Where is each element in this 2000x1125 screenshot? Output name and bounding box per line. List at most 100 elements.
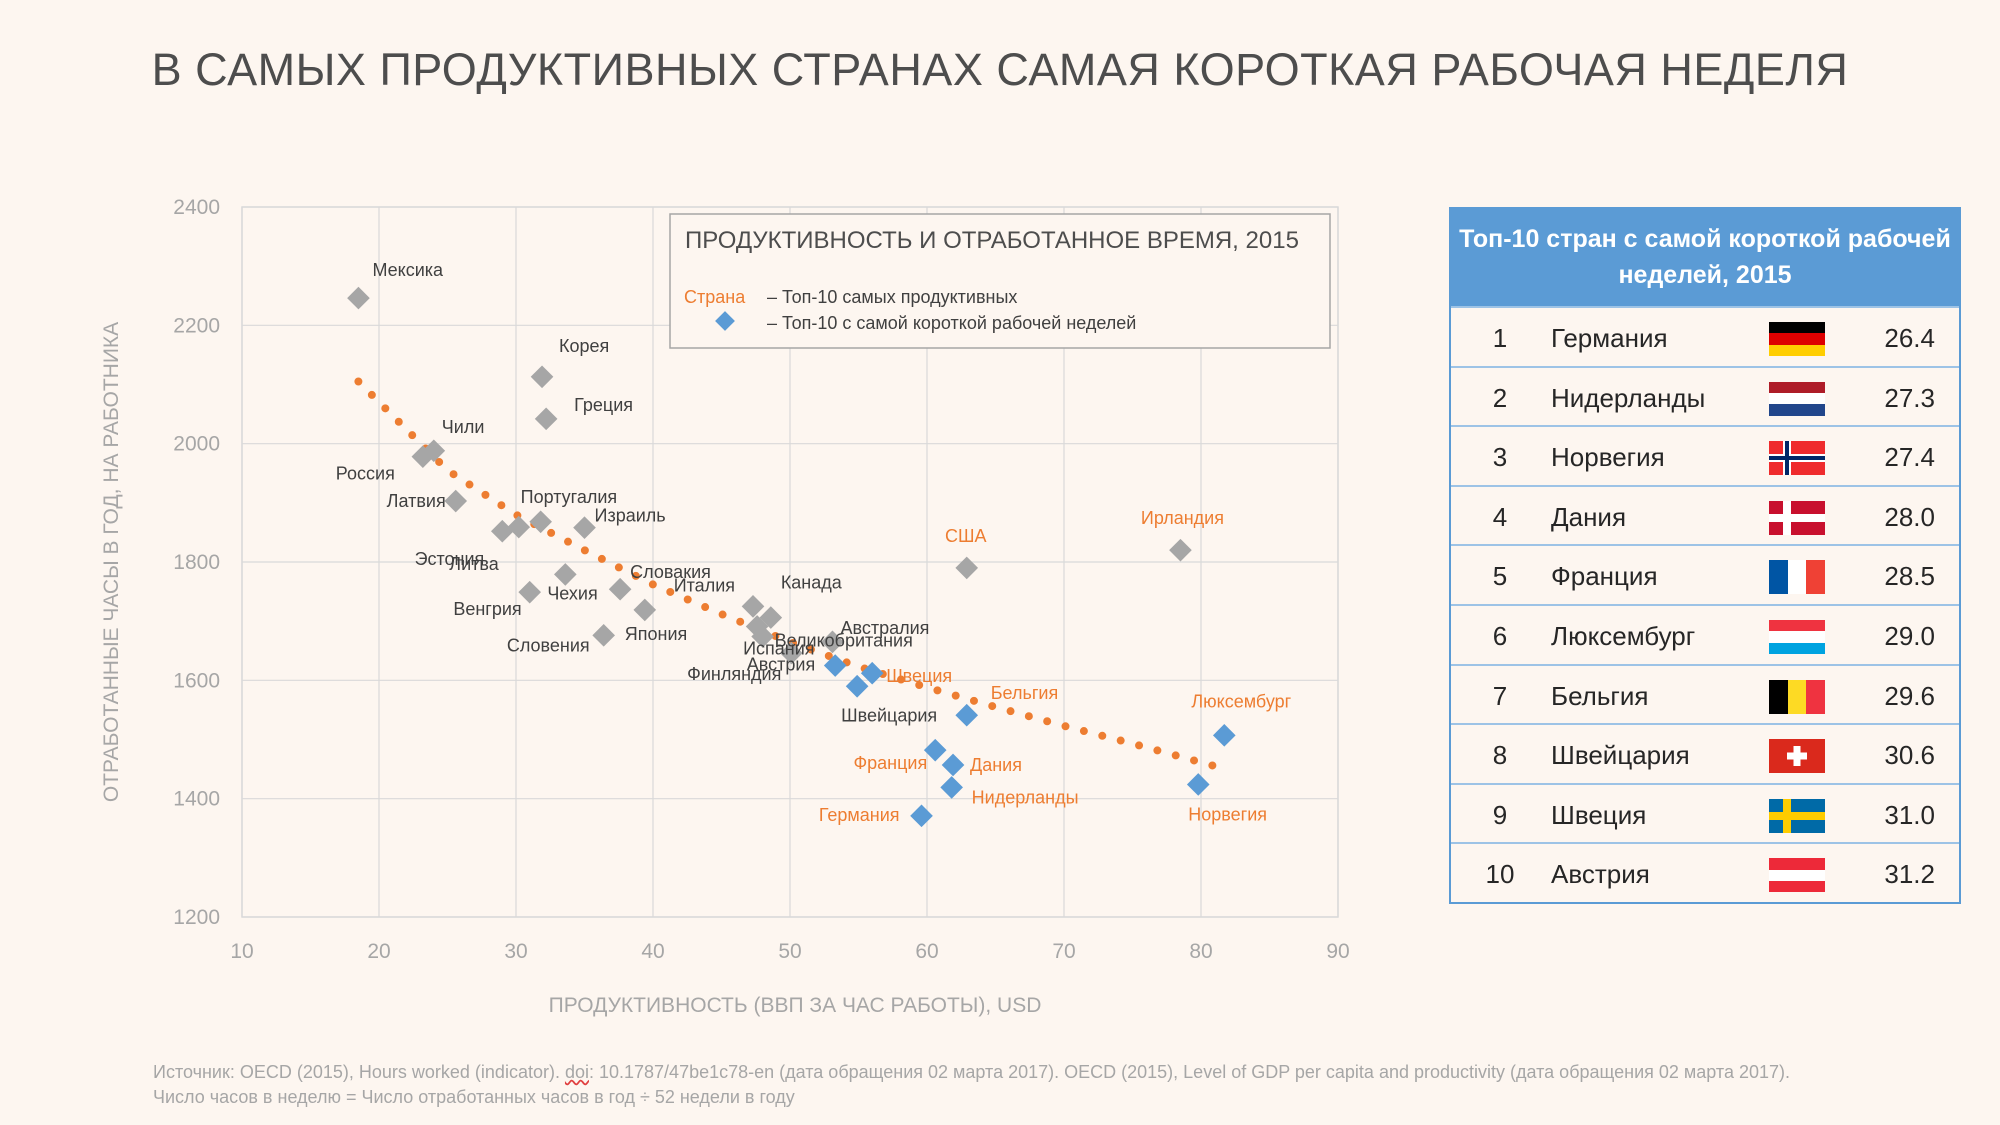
data-point-label: Австралия <box>840 618 929 638</box>
source-prefix: Источник: OECD (2015), Hours worked (ind… <box>153 1062 565 1082</box>
data-point-label: Франция <box>853 753 927 773</box>
row-rank: 8 <box>1492 740 1508 771</box>
data-point-marker <box>923 738 947 762</box>
data-point-label: Швеция <box>886 666 952 686</box>
row-value: 31.0 <box>1884 799 1935 830</box>
row-country: Швейцария <box>1551 740 1690 771</box>
point-labels: Мексика Корея Греция Чили Россия Латвия Португ… <box>336 260 1292 825</box>
data-point-label: США <box>945 526 987 546</box>
data-point-label: Италия <box>674 575 735 595</box>
row-country: Франция <box>1551 561 1658 592</box>
y-axis-title: ОТРАБОТАННЫЕ ЧАСЫ В ГОД, НА РАБОТНИКА <box>100 322 123 802</box>
axes: 10 20 30 40 50 60 70 80 90 1200 1400 1600 1800 2000 22… <box>100 196 1350 1017</box>
data-point-label: Австрия <box>747 655 815 675</box>
source-note: Источник: OECD (2015), Hours worked (ind… <box>153 1060 1790 1110</box>
data-point-marker <box>1186 773 1210 796</box>
row-rank: 9 <box>1492 799 1508 830</box>
table-row: 1 Германия 26.4 <box>1451 306 1959 366</box>
data-point-label: Швейцария <box>841 705 937 725</box>
data-point-label: Германия <box>819 805 900 825</box>
grid-lines <box>241 206 1339 918</box>
source-rest: : 10.1787/47be1c78-en (дата обращения 02… <box>588 1062 1791 1082</box>
row-country: Дания <box>1551 501 1627 532</box>
data-point-marker <box>955 703 979 727</box>
data-point-marker <box>347 286 370 310</box>
table-row: 8 Швейцария 30.6 <box>1451 723 1959 783</box>
data-point-label: Канада <box>781 573 843 593</box>
row-value: 29.6 <box>1884 680 1935 711</box>
chart-legend: ПРОДУКТИВНОСТЬ И ОТРАБОТАННОЕ ВРЕМЯ, 201… <box>669 213 1331 349</box>
data-point-marker <box>444 489 468 513</box>
data-point-label: Греция <box>574 395 633 415</box>
row-country: Германия <box>1551 323 1668 353</box>
data-point-marker <box>955 556 979 580</box>
row-country: Люксембург <box>1551 620 1696 651</box>
data-point-label: Норвегия <box>1188 804 1267 824</box>
legend-box <box>669 213 1331 349</box>
source-line-2: Число часов в неделю = Число отработанны… <box>153 1087 795 1107</box>
table-row: 7 Бельгия 29.6 <box>1451 663 1959 724</box>
data-point-marker <box>821 630 844 654</box>
data-point-marker <box>573 516 596 539</box>
row-rank: 4 <box>1492 501 1508 532</box>
data-point-marker <box>633 598 657 622</box>
data-point-label: Ирландия <box>1141 508 1224 528</box>
legend-orange-label: Страна <box>684 287 746 307</box>
y-tick-label: 1200 <box>173 906 220 929</box>
data-point-marker <box>845 674 869 698</box>
data-point-marker <box>860 661 884 685</box>
flag-icon <box>1769 858 1825 893</box>
data-point-label: Бельгия <box>991 683 1058 703</box>
row-value: 28.0 <box>1884 501 1935 532</box>
data-point-marker <box>941 753 965 777</box>
data-point-label: Эстония <box>415 549 485 569</box>
row-rank: 6 <box>1492 620 1508 651</box>
data-points <box>347 286 1236 828</box>
y-tick-label: 1600 <box>173 669 220 692</box>
x-tick-label: 50 <box>778 940 801 963</box>
data-point-marker <box>534 407 558 431</box>
data-point-label: Израиль <box>595 506 666 526</box>
data-point-marker <box>910 804 933 828</box>
flag-icon <box>1769 679 1825 714</box>
data-point-marker <box>529 510 552 534</box>
row-country: Австрия <box>1551 859 1650 890</box>
source-line-1: Источник: OECD (2015), Hours worked (ind… <box>153 1060 1790 1085</box>
x-tick-label: 20 <box>367 940 390 963</box>
flag-icon <box>1769 381 1825 416</box>
data-point-marker <box>823 654 847 677</box>
flag-icon <box>1769 441 1825 476</box>
row-value: 29.0 <box>1884 620 1935 651</box>
data-point-label: Португалия <box>521 487 618 507</box>
flag-icon <box>1769 798 1825 833</box>
data-point-label: Словакия <box>630 562 711 582</box>
top10-table: Топ-10 стран с самой короткой рабочей не… <box>1449 207 1961 904</box>
doi-link[interactable]: doi <box>564 1062 589 1082</box>
row-country: Нидерланды <box>1551 382 1706 413</box>
row-rank: 5 <box>1492 561 1508 592</box>
row-rank: 7 <box>1492 680 1508 711</box>
row-rank: 3 <box>1492 442 1508 473</box>
flag-icon <box>1769 560 1825 595</box>
y-tick-label: 1400 <box>173 788 220 811</box>
table-row: 4 Дания 28.0 <box>1451 484 1959 545</box>
data-point-marker <box>530 365 554 389</box>
table-row: 9 Швеция 31.0 <box>1451 782 1959 843</box>
legend-blue-text: – Топ-10 с самой короткой рабочей неделе… <box>767 313 1136 333</box>
y-tick-label: 2200 <box>173 314 220 337</box>
data-point-marker <box>592 624 615 647</box>
data-point-marker <box>780 641 803 665</box>
row-value: 27.3 <box>1884 382 1935 413</box>
chart-title: ПРОДУКТИВНОСТЬ И ОТРАБОТАННОЕ ВРЕМЯ, 201… <box>685 227 1299 254</box>
data-point-label: Нидерланды <box>972 787 1079 807</box>
data-point-marker <box>490 519 514 543</box>
data-point-label: Россия <box>336 464 395 484</box>
table-row: 2 Нидерланды 27.3 <box>1451 365 1959 426</box>
x-tick-label: 30 <box>504 940 527 963</box>
row-country: Норвегия <box>1551 442 1665 473</box>
trendline-path <box>354 377 1219 771</box>
data-point-marker <box>940 776 963 799</box>
table-row: 3 Норвегия 27.4 <box>1451 425 1959 485</box>
flag-icon <box>1769 322 1825 356</box>
data-point-label: Корея <box>559 336 609 356</box>
